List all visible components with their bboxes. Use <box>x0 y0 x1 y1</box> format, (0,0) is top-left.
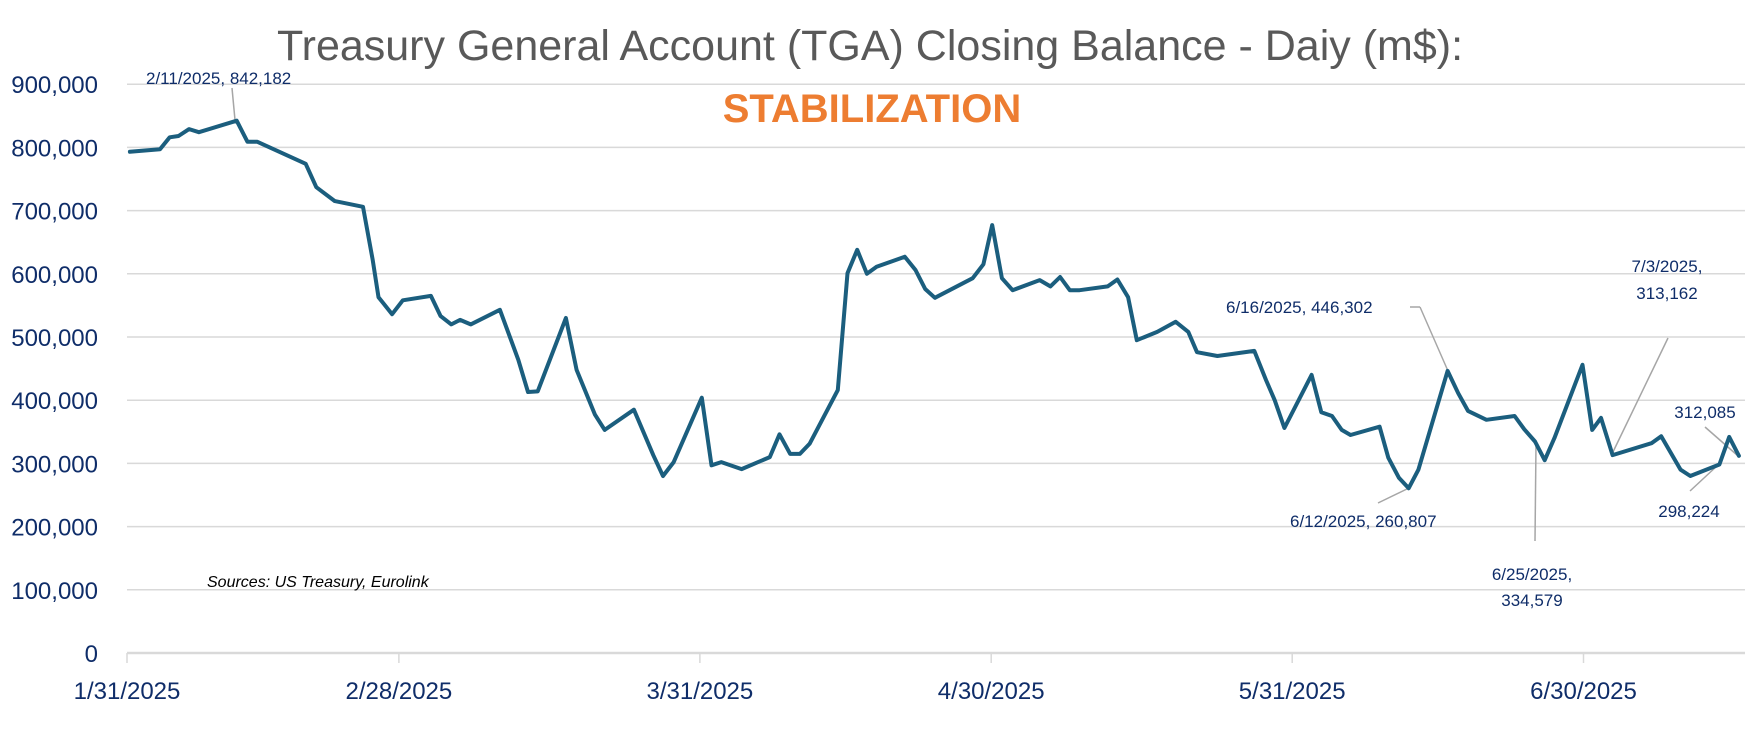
leader-line-6-12 <box>1377 487 1410 504</box>
data-label-6-25-2025-date: 6/25/2025, <box>1492 565 1572 584</box>
data-label-2-11-2025: 2/11/2025, 842,182 <box>146 69 291 88</box>
leader-line-2-11 <box>231 87 236 121</box>
data-label-6-25-2025-value: 334,579 <box>1501 591 1562 610</box>
y-tick-label: 900,000 <box>11 72 98 99</box>
y-tick-label: 700,000 <box>11 199 98 226</box>
y-tick-label: 800,000 <box>11 135 98 162</box>
y-tick-label: 600,000 <box>11 262 98 289</box>
x-tick-label: 5/31/2025 <box>1239 678 1346 705</box>
data-label-7-3-2025-value: 313,162 <box>1636 284 1697 303</box>
y-tick-label: 100,000 <box>11 578 98 605</box>
x-tick-label: 4/30/2025 <box>938 678 1045 705</box>
gridlines <box>127 83 1745 655</box>
source-note: Sources: US Treasury, Eurolink <box>207 574 430 591</box>
data-label-6-12-2025: 6/12/2025, 260,807 <box>1290 512 1437 531</box>
chart-title: Treasury General Account (TGA) Closing B… <box>277 22 1463 70</box>
x-axis: 1/31/2025 2/28/2025 3/31/2025 4/30/2025 5/31… <box>74 653 1637 705</box>
leader-line-6-16 <box>1419 306 1449 372</box>
annotation-leader-lines <box>231 87 1738 542</box>
leader-line-7-3 <box>1611 337 1669 455</box>
series-line-tga-balance <box>127 118 1741 491</box>
leader-line-6-25 <box>1534 443 1537 542</box>
data-label-6-16-2025: 6/16/2025, 446,302 <box>1226 298 1373 317</box>
leader-line-298224 <box>1689 464 1719 492</box>
chart-subtitle: STABILIZATION <box>723 87 1021 131</box>
y-tick-label: 0 <box>85 641 98 668</box>
data-labels: 2/11/2025, 842,182 6/16/2025, 446,302 6/… <box>146 69 1736 610</box>
y-tick-label: 400,000 <box>11 388 98 415</box>
y-tick-label: 300,000 <box>11 451 98 478</box>
x-tick-label: 3/31/2025 <box>646 678 753 705</box>
y-tick-label: 200,000 <box>11 515 98 542</box>
y-axis-ticks: 0 100,000 200,000 300,000 400,000 500,000 600,… <box>11 72 98 668</box>
x-tick-label: 6/30/2025 <box>1530 678 1637 705</box>
leader-line-312085 <box>1704 426 1738 456</box>
data-label-7-3-2025-date: 7/3/2025, <box>1632 257 1703 276</box>
y-tick-label: 500,000 <box>11 325 98 352</box>
series-points <box>129 120 1739 489</box>
data-label-298224: 298,224 <box>1658 502 1719 521</box>
data-label-312085: 312,085 <box>1674 403 1735 422</box>
x-tick-label: 1/31/2025 <box>74 678 181 705</box>
x-tick-label: 2/28/2025 <box>345 678 452 705</box>
